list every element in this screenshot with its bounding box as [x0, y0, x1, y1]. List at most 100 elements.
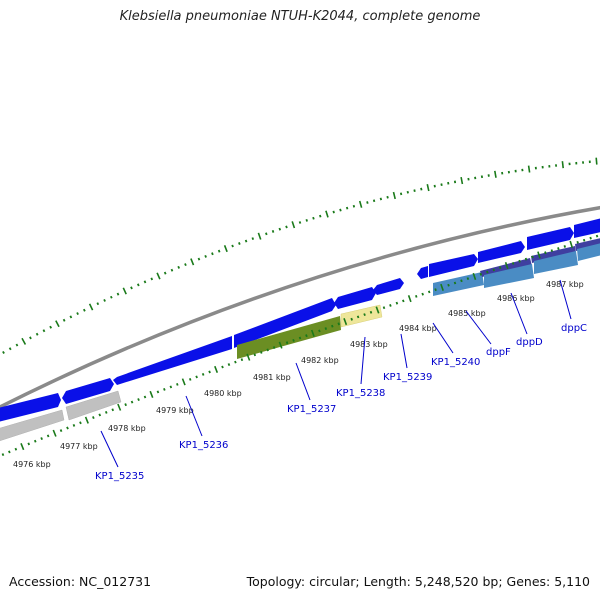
outer-ring-tick — [447, 181, 450, 185]
gene-label-kp1-5235[interactable]: KP1_5235 — [95, 471, 144, 482]
outer-ring-tick — [190, 258, 195, 266]
cds-forward-5[interactable] — [334, 287, 376, 309]
cds-reverse-steel-2[interactable] — [484, 264, 534, 288]
outer-ring-tick — [244, 239, 248, 243]
tick-label-4981: 4981 kbp — [253, 373, 291, 382]
gene-label-kp1-5236[interactable]: KP1_5236 — [179, 440, 228, 451]
inner-ring-tick — [104, 410, 108, 414]
cds-reverse-purple-3[interactable] — [575, 236, 600, 251]
tick-label-4980: 4980 kbp — [204, 389, 242, 398]
inner-ring-tick — [375, 306, 380, 314]
outer-ring-tick — [211, 252, 214, 256]
inner-ring-tick — [1, 453, 5, 457]
inner-ring-tick — [143, 395, 147, 399]
cds-forward-4[interactable] — [234, 298, 336, 348]
inner-ring-tick — [266, 348, 269, 352]
outer-ring-tick — [257, 232, 262, 240]
outer-ring-tick — [561, 161, 564, 169]
gene-label-dppd[interactable]: dppD — [516, 337, 543, 348]
outer-ring-tick — [163, 271, 167, 275]
outer-ring-tick — [379, 197, 383, 201]
inner-ring-tick — [537, 251, 541, 259]
inner-ring-tick — [130, 400, 134, 404]
inner-ring-tick — [92, 416, 95, 420]
gene-label-dppc[interactable]: dppC — [561, 323, 587, 334]
inner-ring-tick — [156, 390, 160, 394]
outer-ring-tick — [312, 216, 315, 220]
inner-ring-tick — [149, 390, 154, 398]
gene-leader-lines — [100, 279, 572, 468]
inner-ring-tick — [310, 329, 315, 337]
inner-ring-tick — [472, 272, 477, 280]
cds-forward-8[interactable] — [429, 254, 478, 277]
outer-ring-tick — [345, 206, 349, 210]
inner-ring-tick — [466, 277, 470, 281]
inner-ring-tick — [337, 322, 341, 326]
outer-ring-tick — [130, 286, 133, 290]
cds-forward-6[interactable] — [373, 278, 404, 295]
inner-ring-tick — [111, 408, 115, 412]
gene-label-kp1-5237[interactable]: KP1_5237 — [287, 404, 336, 415]
inner-ring-tick — [201, 372, 205, 376]
cds-forward-7[interactable] — [417, 266, 428, 279]
cds-forward-10[interactable] — [527, 227, 574, 250]
outer-ring-tick — [372, 199, 376, 203]
inner-ring-tick — [195, 375, 198, 379]
outer-ring-tick — [595, 157, 598, 165]
cds-reverse-steel-3[interactable] — [534, 251, 578, 274]
outer-ring-tick — [217, 249, 221, 253]
outer-ring-tick — [177, 265, 181, 269]
cds-reverse-yellow[interactable] — [340, 304, 383, 328]
inner-ring-tick — [14, 447, 18, 451]
tick-label-4983: 4983 kbp — [350, 340, 388, 349]
inner-ring-tick — [176, 382, 179, 386]
inner-ring-tick — [137, 398, 140, 402]
outer-ring-tick — [271, 230, 275, 233]
outer-ring-tick — [55, 320, 60, 328]
cds-reverse-steel-1[interactable] — [433, 272, 484, 296]
cds-reverse-purple-2[interactable] — [531, 246, 576, 263]
gene-label-kp1-5238[interactable]: KP1_5238 — [336, 388, 385, 399]
outer-ring-tick — [29, 336, 32, 340]
outer-ring-tick — [238, 242, 241, 245]
outer-ring-tick — [305, 218, 308, 222]
inner-ring-tick — [181, 378, 186, 386]
outer-ring-tick — [527, 165, 531, 173]
outer-ring-tick — [143, 280, 147, 284]
gene-label-kp1-5239[interactable]: KP1_5239 — [383, 372, 432, 383]
gene-label-dppf[interactable]: dppF — [486, 347, 511, 358]
inner-ring-tick — [33, 439, 37, 443]
inner-ring-tick — [524, 257, 528, 261]
outer-ring-tick — [136, 283, 140, 287]
inner-ring-tick — [389, 304, 392, 307]
outer-ring-tick — [480, 175, 484, 179]
cds-forward-1[interactable] — [0, 393, 61, 424]
cds-reverse-steel-4[interactable] — [577, 241, 600, 261]
tick-label-4977: 4977 kbp — [60, 442, 98, 451]
outer-ring-tick — [420, 187, 423, 191]
cds-reverse-green[interactable] — [237, 316, 341, 359]
inner-ring-tick — [285, 341, 289, 345]
cds-forward-3[interactable] — [113, 336, 232, 385]
inner-ring-tick — [434, 288, 437, 292]
inner-ring-tick — [20, 443, 25, 451]
inner-ring-tick — [395, 301, 399, 305]
outer-ring-tick — [150, 277, 154, 281]
accession-text: Accession: NC_012731 — [9, 574, 152, 589]
inner-ring-tick — [557, 247, 560, 250]
outer-ring-tick — [96, 302, 100, 306]
cds-reverse-gray-2[interactable] — [65, 390, 122, 421]
cds-forward-9[interactable] — [478, 241, 525, 263]
inner-ring-tick — [292, 338, 295, 342]
cds-forward-11[interactable] — [574, 216, 600, 238]
cds-reverse-gray-1[interactable] — [0, 409, 65, 444]
inner-ring-tick — [576, 240, 579, 244]
cds-reverse-purple-1[interactable] — [480, 258, 532, 277]
inner-ring-tick — [278, 341, 283, 349]
gene-label-kp1-5240[interactable]: KP1_5240 — [431, 357, 480, 368]
inner-ring-tick — [582, 238, 586, 242]
inner-ring-tick — [253, 353, 257, 357]
inner-ring-tick — [498, 266, 502, 270]
cds-forward-2[interactable] — [62, 378, 114, 404]
